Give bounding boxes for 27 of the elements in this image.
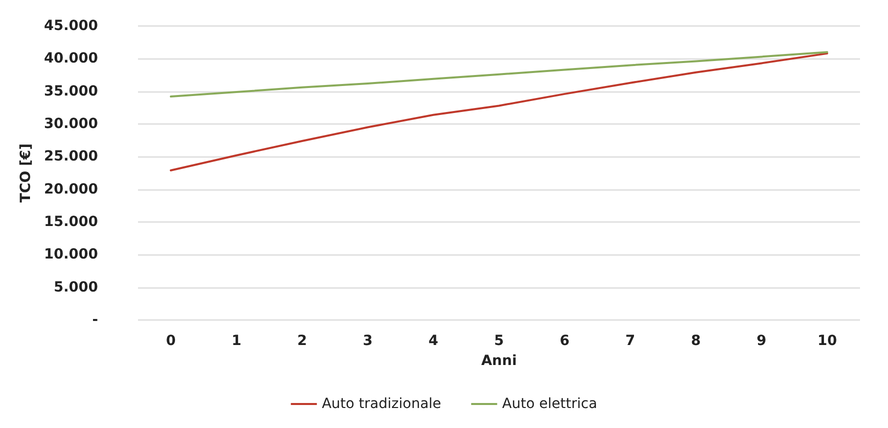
x-tick-label: 1 bbox=[232, 333, 242, 349]
y-tick-label: 20.000 bbox=[44, 181, 98, 198]
y-tick-label: - bbox=[92, 312, 98, 328]
x-tick-label: 5 bbox=[494, 333, 504, 349]
x-tick-label: 9 bbox=[756, 333, 766, 349]
legend-label: Auto tradizionale bbox=[322, 396, 442, 412]
y-tick-label: 5.000 bbox=[54, 279, 98, 296]
y-tick-label: 15.000 bbox=[44, 214, 98, 230]
x-tick-label: 0 bbox=[166, 333, 176, 349]
y-tick-label: 35.000 bbox=[44, 83, 98, 100]
x-tick-label: 10 bbox=[817, 333, 838, 349]
x-axis-title: Anni bbox=[481, 353, 517, 369]
y-tick-label: 40.000 bbox=[44, 50, 98, 67]
x-tick-label: 3 bbox=[362, 333, 373, 349]
line-series bbox=[170, 52, 828, 172]
y-tick-label: 30.000 bbox=[44, 116, 98, 132]
y-tick-label: 25.000 bbox=[44, 148, 98, 165]
x-tick-label: 7 bbox=[625, 333, 636, 349]
x-tick-label: 2 bbox=[297, 333, 307, 349]
y-tick-label: 45.000 bbox=[44, 18, 98, 34]
y-axis-title: TCO [€] bbox=[18, 143, 34, 203]
x-tick-label: 6 bbox=[560, 333, 570, 349]
line-series bbox=[170, 51, 828, 98]
x-tick-label: 8 bbox=[691, 333, 701, 349]
x-tick-label: 4 bbox=[428, 333, 438, 349]
legend-label: Auto elettrica bbox=[502, 396, 598, 412]
y-tick-label: 10.000 bbox=[44, 246, 98, 263]
